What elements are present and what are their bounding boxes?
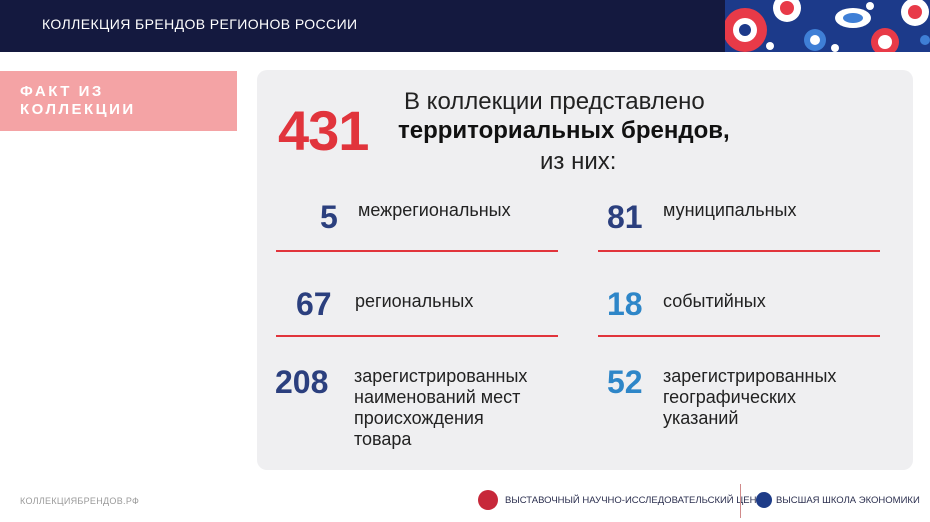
stat-appellations-line: наименований мест (354, 387, 521, 407)
stat-interregional-label: межрегиональных (358, 200, 511, 220)
intro-line2: территориальных брендов, (398, 117, 730, 144)
stat-appellations-value: 208 (275, 364, 329, 400)
fact-label: ФАКТ ИЗ КОЛЛЕКЦИИ (0, 71, 237, 131)
stat-appellations-label: зарегистрированных наименований мест про… (354, 366, 527, 450)
fact-label-line2: КОЛЛЕКЦИИ (20, 101, 136, 118)
footer-site-link[interactable]: КОЛЛЕКЦИЯБРЕНДОВ.РФ (20, 496, 140, 506)
divider (598, 335, 880, 337)
hse-logo-icon (756, 492, 772, 508)
header-bar: КОЛЛЕКЦИЯ БРЕНДОВ РЕГИОНОВ РОССИИ (0, 0, 930, 52)
stat-geo-indications-line: географических (663, 387, 796, 407)
stat-geo-indications-label: зарегистрированных географических указан… (663, 366, 836, 429)
stat-event-value: 18 (607, 286, 643, 322)
intro-line1: В коллекции представлено (404, 88, 705, 115)
stat-event-label: событийных (663, 291, 766, 311)
stat-appellations-line: зарегистрированных (354, 366, 528, 386)
divider (276, 335, 558, 337)
stat-geo-indications-line: указаний (663, 408, 739, 428)
stat-appellations-line: товара (354, 429, 412, 449)
fact-label-line1: ФАКТ ИЗ (20, 83, 104, 100)
intro-line3: из них: (540, 148, 617, 175)
exhibition-center-name: ВЫСТАВОЧНЫЙ НАУЧНО-ИССЛЕДОВАТЕЛЬСКИЙ ЦЕН… (505, 495, 769, 506)
stat-municipal-value: 81 (607, 199, 643, 235)
stat-geo-indications-line: зарегистрированных (663, 366, 837, 386)
hse-name: ВЫСШАЯ ШКОЛА ЭКОНОМИКИ (776, 495, 920, 506)
footer-divider (740, 484, 741, 518)
stat-regional-label: региональных (355, 291, 474, 311)
stat-appellations-line: происхождения (354, 408, 484, 428)
total-brands-number: 431 (278, 99, 369, 162)
stat-interregional-value: 5 (320, 199, 338, 235)
stat-municipal-label: муниципальных (663, 200, 797, 220)
divider (276, 250, 558, 252)
exhibition-center-logo-icon (478, 490, 498, 510)
header-title: КОЛЛЕКЦИЯ БРЕНДОВ РЕГИОНОВ РОССИИ (42, 16, 358, 32)
stat-regional-value: 67 (296, 286, 332, 322)
stats-panel (257, 70, 913, 470)
stat-geo-indications-value: 52 (607, 364, 643, 400)
folk-ornament-decoration (725, 0, 930, 52)
divider (598, 250, 880, 252)
